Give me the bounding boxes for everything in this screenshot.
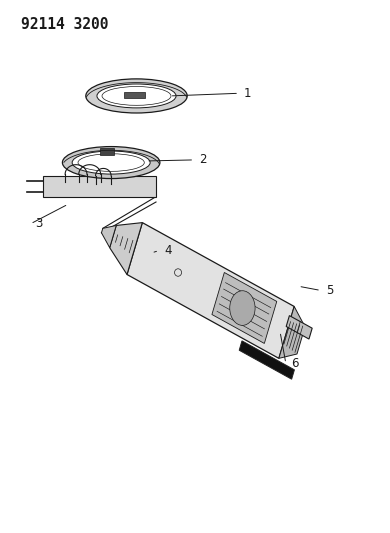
Polygon shape <box>43 176 156 197</box>
Polygon shape <box>124 92 145 98</box>
Polygon shape <box>239 341 294 379</box>
Text: 1: 1 <box>244 87 252 100</box>
Ellipse shape <box>78 154 144 172</box>
Text: 3: 3 <box>35 217 43 230</box>
Text: 5: 5 <box>326 284 333 297</box>
Polygon shape <box>212 272 277 343</box>
Polygon shape <box>100 148 114 155</box>
Ellipse shape <box>102 86 171 106</box>
Polygon shape <box>127 223 294 358</box>
Ellipse shape <box>86 79 187 113</box>
Ellipse shape <box>72 151 150 174</box>
Ellipse shape <box>62 147 160 179</box>
Ellipse shape <box>97 84 176 108</box>
Polygon shape <box>286 316 312 339</box>
Text: 92114 3200: 92114 3200 <box>21 17 109 32</box>
Polygon shape <box>110 223 142 274</box>
Ellipse shape <box>230 290 255 325</box>
Text: 4: 4 <box>164 244 172 257</box>
Text: 2: 2 <box>199 154 207 166</box>
Polygon shape <box>279 306 305 358</box>
Ellipse shape <box>175 269 182 276</box>
Text: 6: 6 <box>291 357 298 370</box>
Polygon shape <box>101 225 116 248</box>
